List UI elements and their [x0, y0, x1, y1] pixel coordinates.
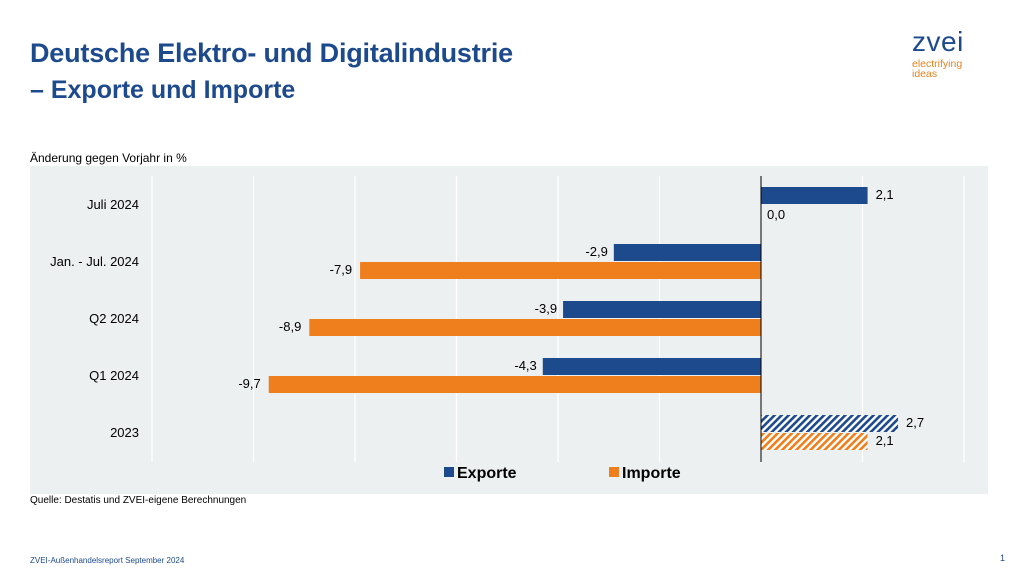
- page-number: 1: [1000, 553, 1006, 563]
- bar-exporte: [542, 358, 761, 375]
- category-label: Q2 2024: [89, 311, 139, 326]
- category-labels: Juli 2024 Jan. - Jul. 2024 Q2 2024 Q1 2024 2…: [50, 197, 139, 440]
- category-label: 2023: [110, 425, 139, 440]
- legend-swatch-importe: [609, 467, 619, 477]
- bar-importe: [268, 376, 761, 393]
- value-label: -2,9: [585, 244, 607, 259]
- bar-exporte: [761, 415, 899, 432]
- source-note: Quelle: Destatis und ZVEI-eigene Berechn…: [30, 495, 247, 506]
- footer-report-name: ZVEI-Außenhandelsreport September 2024: [30, 556, 185, 565]
- bar-importe: [761, 433, 868, 450]
- axis-unit-label: Änderung gegen Vorjahr in %: [30, 151, 187, 165]
- value-label: -8,9: [279, 319, 301, 334]
- category-label: Q1 2024: [89, 368, 139, 383]
- bar-importe: [360, 262, 761, 279]
- page-subtitle: – Exporte und Importe: [30, 76, 296, 104]
- value-label: 2,1: [876, 187, 894, 202]
- chart-gridlines: [151, 176, 965, 462]
- legend: Exporte Importe: [444, 465, 681, 482]
- value-label: 0,0: [767, 207, 785, 222]
- value-label: 2,7: [906, 415, 924, 430]
- category-label: Jan. - Jul. 2024: [50, 254, 139, 269]
- page-title: Deutsche Elektro- und Digitalindustrie: [30, 38, 513, 68]
- bar-exporte: [761, 187, 868, 204]
- bar-exporte: [613, 244, 761, 261]
- logo-tagline-1: electrifying: [912, 58, 963, 70]
- category-label: Juli 2024: [87, 197, 139, 212]
- value-label: -7,9: [330, 262, 352, 277]
- legend-label-importe: Importe: [622, 465, 681, 482]
- logo-tagline-2: ideas: [912, 68, 938, 80]
- value-labels: 2,1 -2,9 -3,9 -4,3 2,7 0,0 -7,9 -8,9 -9,7 2,1: [238, 187, 924, 448]
- bar-importe: [309, 319, 761, 336]
- value-label: -3,9: [535, 301, 557, 316]
- legend-swatch-exporte: [444, 467, 454, 477]
- logo-word: zvei: [912, 26, 964, 57]
- chart-bars: [268, 187, 899, 450]
- value-label: -4,3: [514, 358, 536, 373]
- value-label: 2,1: [876, 433, 894, 448]
- zvei-logo: zvei electrifying ideas: [912, 26, 964, 80]
- legend-label-exporte: Exporte: [457, 465, 517, 482]
- value-label: -9,7: [238, 376, 260, 391]
- bar-exporte: [563, 301, 761, 318]
